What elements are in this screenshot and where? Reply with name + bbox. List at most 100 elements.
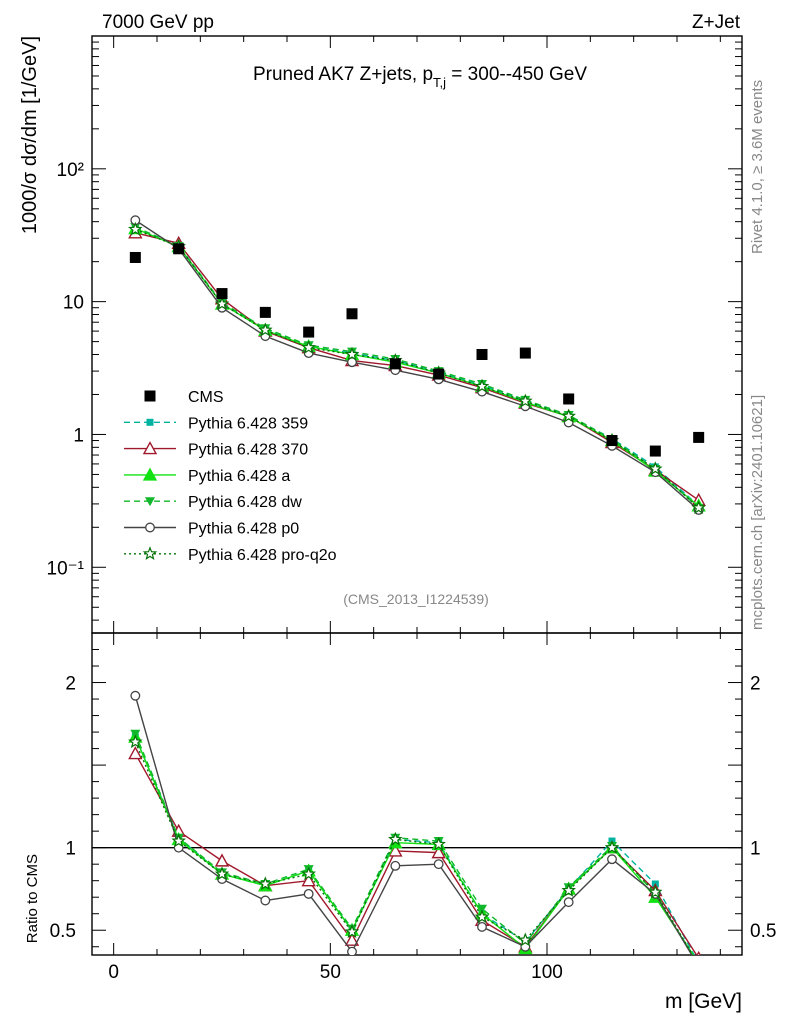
series-point-pythia-6-428-pro-q2o bbox=[128, 221, 143, 236]
axis-tick-labels: 0 50 100 10⁻¹ 1 10 10² 0.5 0.5 1 1 2 2 bbox=[47, 160, 777, 983]
cms-data-point bbox=[129, 251, 141, 263]
ratio-point-pythia-6-428-a bbox=[693, 957, 705, 968]
ratio-tick-label-right: 1 bbox=[750, 839, 761, 860]
series-point-pythia-6-428-pro-q2o bbox=[258, 322, 273, 337]
legend-label: Pythia 6.428 a bbox=[188, 468, 290, 485]
cms-data-point bbox=[303, 326, 315, 338]
cms-data-point bbox=[433, 368, 445, 380]
ratio-point-pythia-6-428-pro-q2o bbox=[258, 876, 273, 891]
plot-title-tail: = 300--450 GeV bbox=[446, 64, 587, 85]
legend-marker bbox=[144, 390, 156, 402]
axis-ticks bbox=[92, 35, 742, 955]
ratio-point-pythia-6-428-pro-q2o bbox=[431, 836, 446, 851]
ratio-tick-label-left: 0.5 bbox=[50, 921, 76, 942]
ratio-point-pythia-6-428-pro-q2o bbox=[474, 909, 490, 924]
legend-marker bbox=[145, 522, 155, 533]
legend-marker bbox=[142, 546, 158, 561]
ratio-point-pythia-6-428-p0 bbox=[433, 859, 444, 870]
series-point-pythia-6-428-pro-q2o bbox=[301, 340, 316, 354]
cms-data-point bbox=[563, 393, 575, 405]
legend-label: Pythia 6.428 p0 bbox=[188, 521, 299, 538]
ratio-point-pythia-6-428-pro-q2o bbox=[693, 959, 704, 970]
ratio-tick-label-right: 0.5 bbox=[750, 921, 776, 942]
ratio-tick-label-left: 2 bbox=[65, 674, 76, 695]
legend-label: Pythia 6.428 pro-q2o bbox=[188, 547, 337, 564]
ratio-point-pythia-6-428-pro-q2o bbox=[171, 833, 186, 848]
ratio-point-pythia-6-428-370 bbox=[128, 746, 143, 760]
legend-label: Pythia 6.428 359 bbox=[188, 415, 308, 432]
ratio-point-pythia-6-428-p0 bbox=[130, 690, 141, 701]
cms-data-point bbox=[476, 348, 488, 360]
series-point-pythia-6-428-p0 bbox=[347, 357, 357, 368]
ratio-tick-label-left: 1 bbox=[65, 839, 76, 860]
plot-title-main: Pruned AK7 Z+jets, p bbox=[253, 64, 433, 85]
x-axis-label: m [GeV] bbox=[665, 990, 742, 1013]
ratio-point-pythia-6-428-p0 bbox=[607, 854, 617, 865]
cms-data-point bbox=[173, 243, 185, 255]
process-label: Z+Jet bbox=[692, 12, 741, 33]
ratio-point-pythia-6-428-370 bbox=[388, 843, 403, 857]
series-point-pythia-6-428-pro-q2o bbox=[691, 500, 706, 515]
cms-data-point bbox=[259, 306, 271, 318]
y-tick-label: 10² bbox=[57, 160, 84, 181]
rivet-version-label: Rivet 4.1.0, ≥ 3.6M events bbox=[749, 80, 766, 254]
ratio-point-pythia-6-428-pro-q2o bbox=[561, 882, 576, 897]
ratio-point-pythia-6-428-p0 bbox=[390, 860, 401, 871]
series-line-pythia-6-428-pro-q2o bbox=[135, 228, 700, 509]
cms-data-point bbox=[216, 288, 228, 300]
series-point-pythia-6-428-pro-q2o bbox=[214, 296, 230, 311]
cms-data-point bbox=[649, 445, 661, 457]
ratio-axis-label: Ratio to CMS bbox=[24, 854, 41, 943]
cms-data-point bbox=[693, 431, 705, 443]
legend-marker bbox=[145, 497, 155, 507]
legend-label: Pythia 6.428 dw bbox=[188, 494, 302, 511]
plot-title-subscript: T,j bbox=[433, 75, 446, 90]
ratio-point-pythia-6-428-p0 bbox=[347, 946, 357, 955]
legend-marker bbox=[142, 441, 158, 455]
ratio-point-pythia-6-428-pro-q2o bbox=[518, 932, 533, 947]
series-point-pythia-6-428-pro-q2o bbox=[561, 408, 576, 423]
ratio-point-pythia-6-428-359 bbox=[695, 960, 702, 967]
series-point-pythia-6-428-pro-q2o bbox=[648, 461, 663, 476]
series-line-pythia-6-428-370 bbox=[135, 232, 700, 501]
ratio-point-pythia-6-428-pro-q2o bbox=[648, 884, 663, 899]
legend-label: CMS bbox=[188, 389, 224, 406]
ratio-point-pythia-6-428-pro-q2o bbox=[388, 831, 403, 846]
ratio-point-pythia-6-428-pro-q2o bbox=[214, 866, 230, 881]
energy-label: 7000 GeV pp bbox=[102, 12, 214, 33]
ratio-point-pythia-6-428-p0 bbox=[260, 895, 271, 906]
legend-marker bbox=[146, 418, 154, 426]
ratio-point-pythia-6-428-dw bbox=[130, 729, 141, 739]
series-point-pythia-6-428-pro-q2o bbox=[518, 393, 533, 408]
y-tick-label: 10⁻¹ bbox=[47, 558, 85, 579]
ratio-line-pythia-6-428-p0 bbox=[134, 695, 693, 955]
x-tick-label: 50 bbox=[320, 962, 341, 983]
legend-label: Pythia 6.428 370 bbox=[188, 442, 308, 459]
ratio-point-pythia-6-428-370 bbox=[431, 845, 446, 859]
ratio-point-pythia-6-428-p0 bbox=[477, 921, 487, 932]
series-line-pythia-6-428-a bbox=[135, 227, 700, 507]
series-line-pythia-6-428-p0 bbox=[134, 219, 700, 511]
ratio-point-pythia-6-428-370 bbox=[301, 873, 316, 887]
legend-marker bbox=[142, 467, 158, 481]
ratio-point-pythia-6-428-pro-q2o bbox=[344, 924, 360, 939]
ratio-line-pythia-6-428-pro-q2o bbox=[134, 741, 694, 955]
y-tick-label: 1 bbox=[73, 425, 84, 446]
ratio-tick-label-right: 2 bbox=[750, 674, 761, 695]
cms-data-point bbox=[519, 347, 531, 359]
ratio-point-pythia-6-428-pro-q2o bbox=[604, 840, 620, 854]
ratio-point-pythia-6-428-p0 bbox=[694, 962, 703, 971]
ratio-line-pythia-6-428-dw bbox=[134, 733, 694, 955]
ratio-point-pythia-6-428-370 bbox=[344, 932, 360, 946]
analysis-tag: (CMS_2013_I1224539) bbox=[343, 591, 489, 607]
ratio-point-pythia-6-428-p0 bbox=[563, 897, 574, 908]
cms-data-point bbox=[606, 435, 618, 447]
cms-data-point bbox=[389, 358, 401, 370]
ratio-point-pythia-6-428-pro-q2o bbox=[301, 866, 316, 881]
y-axis-label: 1000/σ dσ/dm [1/GeV] bbox=[19, 36, 41, 234]
cms-data-point bbox=[346, 308, 358, 320]
plot-title: Pruned AK7 Z+jets, pT,j = 300--450 GeV bbox=[253, 64, 587, 90]
ratio-point-pythia-6-428-p0 bbox=[303, 888, 314, 899]
